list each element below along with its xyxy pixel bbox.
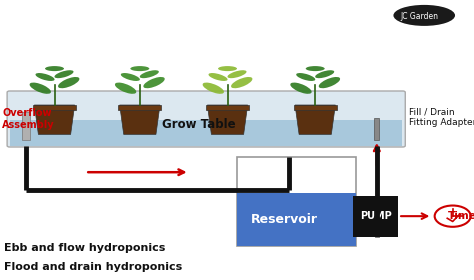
Ellipse shape: [393, 5, 455, 26]
Bar: [206, 105, 249, 110]
Bar: [118, 105, 161, 110]
Ellipse shape: [130, 66, 149, 71]
Ellipse shape: [140, 70, 159, 78]
Ellipse shape: [306, 66, 325, 71]
Ellipse shape: [143, 77, 165, 88]
Polygon shape: [119, 105, 160, 134]
Bar: [374, 118, 379, 140]
Text: Flood and drain hydroponics: Flood and drain hydroponics: [4, 262, 182, 272]
Text: JC Garden: JC Garden: [401, 12, 438, 21]
Text: PUMP: PUMP: [360, 211, 392, 221]
Text: Overflow
Assembly: Overflow Assembly: [2, 108, 55, 130]
Text: Ebb and flow hydroponics: Ebb and flow hydroponics: [4, 243, 165, 253]
Ellipse shape: [115, 83, 137, 94]
Ellipse shape: [121, 73, 140, 81]
Polygon shape: [295, 105, 336, 134]
Bar: [353, 196, 398, 237]
Ellipse shape: [231, 77, 253, 88]
Ellipse shape: [296, 73, 315, 81]
Bar: [22, 112, 30, 140]
Ellipse shape: [58, 77, 80, 88]
FancyBboxPatch shape: [7, 91, 405, 147]
Text: Grow Table: Grow Table: [162, 118, 236, 131]
Ellipse shape: [29, 83, 51, 94]
Ellipse shape: [55, 70, 73, 78]
Ellipse shape: [36, 73, 55, 81]
Ellipse shape: [319, 77, 340, 88]
Text: Reservoir: Reservoir: [251, 213, 318, 226]
Bar: [10, 120, 402, 146]
Ellipse shape: [228, 70, 246, 78]
Bar: [294, 105, 337, 110]
Ellipse shape: [202, 83, 224, 94]
Ellipse shape: [209, 73, 228, 81]
Ellipse shape: [218, 66, 237, 71]
Polygon shape: [207, 105, 247, 134]
Text: Timer: Timer: [448, 211, 474, 221]
Ellipse shape: [290, 83, 312, 94]
Bar: [33, 105, 76, 110]
Polygon shape: [34, 105, 75, 134]
Bar: [237, 157, 356, 246]
Ellipse shape: [315, 70, 334, 78]
Ellipse shape: [45, 66, 64, 71]
Bar: [237, 193, 356, 246]
Text: Fill / Drain
Fitting Adapter: Fill / Drain Fitting Adapter: [409, 108, 474, 127]
